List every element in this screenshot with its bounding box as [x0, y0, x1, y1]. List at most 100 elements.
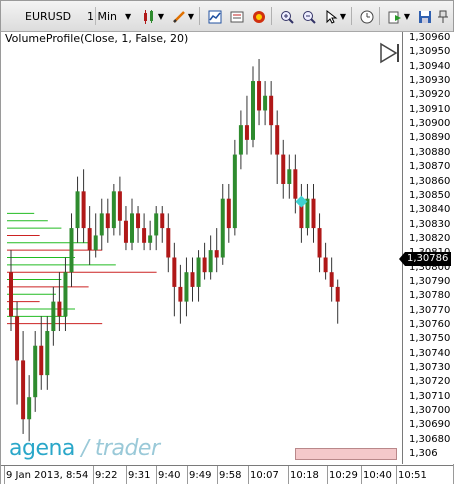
price-scale-label: 1,30910: [409, 103, 451, 115]
cursor-icon[interactable]: [321, 7, 341, 27]
symbol-label: EURUSD: [25, 9, 72, 23]
candle: [148, 220, 153, 251]
price-scale[interactable]: 1,30960 1,30950 1,30940 1,30930 1,30920 1,309…: [402, 32, 454, 464]
candle: [293, 154, 298, 214]
candle-body: [287, 169, 292, 184]
candle: [21, 331, 26, 434]
time-axis-tick: [248, 466, 249, 484]
time-axis-tick: [187, 466, 188, 484]
price-scale-label: 1,30960: [409, 32, 451, 43]
candle-body: [93, 235, 98, 251]
draw-dropdown-icon[interactable]: ▼: [187, 11, 195, 21]
indicator-label: VolumeProfile(Close, 1, False, 20): [5, 32, 189, 45]
price-scale-label: 1,30920: [409, 89, 451, 101]
price-scale-label: 1,30800: [409, 261, 451, 273]
price-scale-label: 1,30840: [409, 204, 451, 216]
chart-style-dropdown-icon[interactable]: ▼: [157, 11, 165, 21]
candle-body: [27, 397, 32, 420]
candle-body: [160, 213, 165, 229]
save-icon[interactable]: [415, 7, 435, 27]
news-icon[interactable]: [249, 7, 269, 27]
time-axis[interactable]: 9 Jan 2013, 8:54 9:22 9:31 9:40 9:49 9:58 10:0…: [1, 465, 453, 484]
price-scale-label: 1,30710: [409, 390, 451, 402]
chart-canvas[interactable]: [1, 32, 401, 464]
candle: [57, 272, 62, 332]
pin-icon[interactable]: [435, 7, 451, 27]
candle: [75, 176, 80, 243]
time-axis-label: 9:58: [219, 470, 242, 481]
agenatrader-logo: agena ∕ trader: [9, 436, 160, 461]
candle-body: [317, 228, 322, 258]
candle: [9, 250, 13, 332]
chart-style-icon[interactable]: [139, 7, 159, 27]
candle-body: [275, 125, 280, 155]
candle: [33, 331, 38, 412]
candle-body: [75, 191, 80, 229]
candle-body: [208, 250, 213, 273]
candle-body: [105, 213, 110, 229]
candle: [99, 198, 104, 251]
candle: [130, 198, 134, 251]
timeframe-selector[interactable]: 1 Min ▼: [83, 7, 137, 25]
candle-body: [87, 228, 92, 251]
time-axis-label: 9:40: [158, 470, 181, 481]
candle-body: [21, 360, 26, 420]
time-axis-tick: [217, 466, 218, 484]
time-axis-label: 9:49: [189, 470, 212, 481]
candle-body: [190, 272, 195, 287]
candle-body: [63, 272, 68, 317]
zoom-out-icon[interactable]: [299, 7, 319, 27]
zoom-in-icon[interactable]: [277, 7, 297, 27]
draw-pencil-icon[interactable]: [169, 7, 189, 27]
export-dropdown-icon[interactable]: ▼: [403, 11, 411, 21]
time-axis-tick: [396, 466, 397, 484]
candle: [238, 110, 243, 170]
timeframe-dropdown-icon[interactable]: ▼: [125, 11, 132, 21]
clock-icon[interactable]: [357, 7, 377, 27]
price-scale-label: 1,30860: [409, 175, 451, 187]
play-icon[interactable]: [379, 42, 401, 67]
price-chart[interactable]: VolumeProfile(Close, 1, False, 20) agena…: [1, 32, 401, 464]
candle-body: [172, 257, 177, 287]
candle-body: [45, 331, 50, 376]
candle-body: [81, 191, 86, 229]
candle-body: [142, 228, 147, 243]
logo-part2: trader: [94, 436, 160, 461]
candle-body: [281, 154, 286, 184]
candle: [299, 183, 304, 243]
price-scale-label: 1,30740: [409, 347, 451, 359]
data-box-icon[interactable]: [227, 7, 247, 27]
candle-body: [154, 213, 159, 236]
candle: [39, 316, 44, 390]
candle-body: [232, 154, 237, 229]
time-axis-label: 10:07: [250, 470, 279, 481]
candle-body: [178, 286, 183, 302]
export-icon[interactable]: [385, 7, 405, 27]
signal-marker: [295, 195, 308, 208]
candle: [244, 95, 249, 155]
symbol-selector[interactable]: EURUSD: [9, 7, 96, 25]
time-axis-tick: [4, 466, 5, 484]
price-scale-label: 1,30730: [409, 362, 451, 374]
candle-body: [15, 316, 20, 361]
candle: [335, 279, 340, 324]
candle-body: [269, 95, 274, 126]
price-scale-label: 1,30940: [409, 60, 451, 72]
candle: [63, 257, 68, 332]
candle: [81, 169, 86, 243]
candle: [287, 154, 292, 199]
candle: [281, 139, 286, 199]
candle-body: [51, 301, 56, 332]
price-scale-label: 1,30790: [409, 275, 451, 287]
candle-body: [196, 257, 201, 287]
candle-body: [136, 213, 141, 229]
candle: [251, 66, 255, 148]
candle: [323, 242, 328, 280]
time-axis-label: 10:40: [363, 470, 392, 481]
cursor-dropdown-icon[interactable]: ▼: [339, 11, 347, 21]
price-scale-label: 1,30720: [409, 376, 451, 388]
time-axis-label: 10:18: [290, 470, 319, 481]
properties-icon[interactable]: [205, 7, 225, 27]
candle-body: [220, 198, 225, 258]
candle-body: [69, 228, 74, 273]
